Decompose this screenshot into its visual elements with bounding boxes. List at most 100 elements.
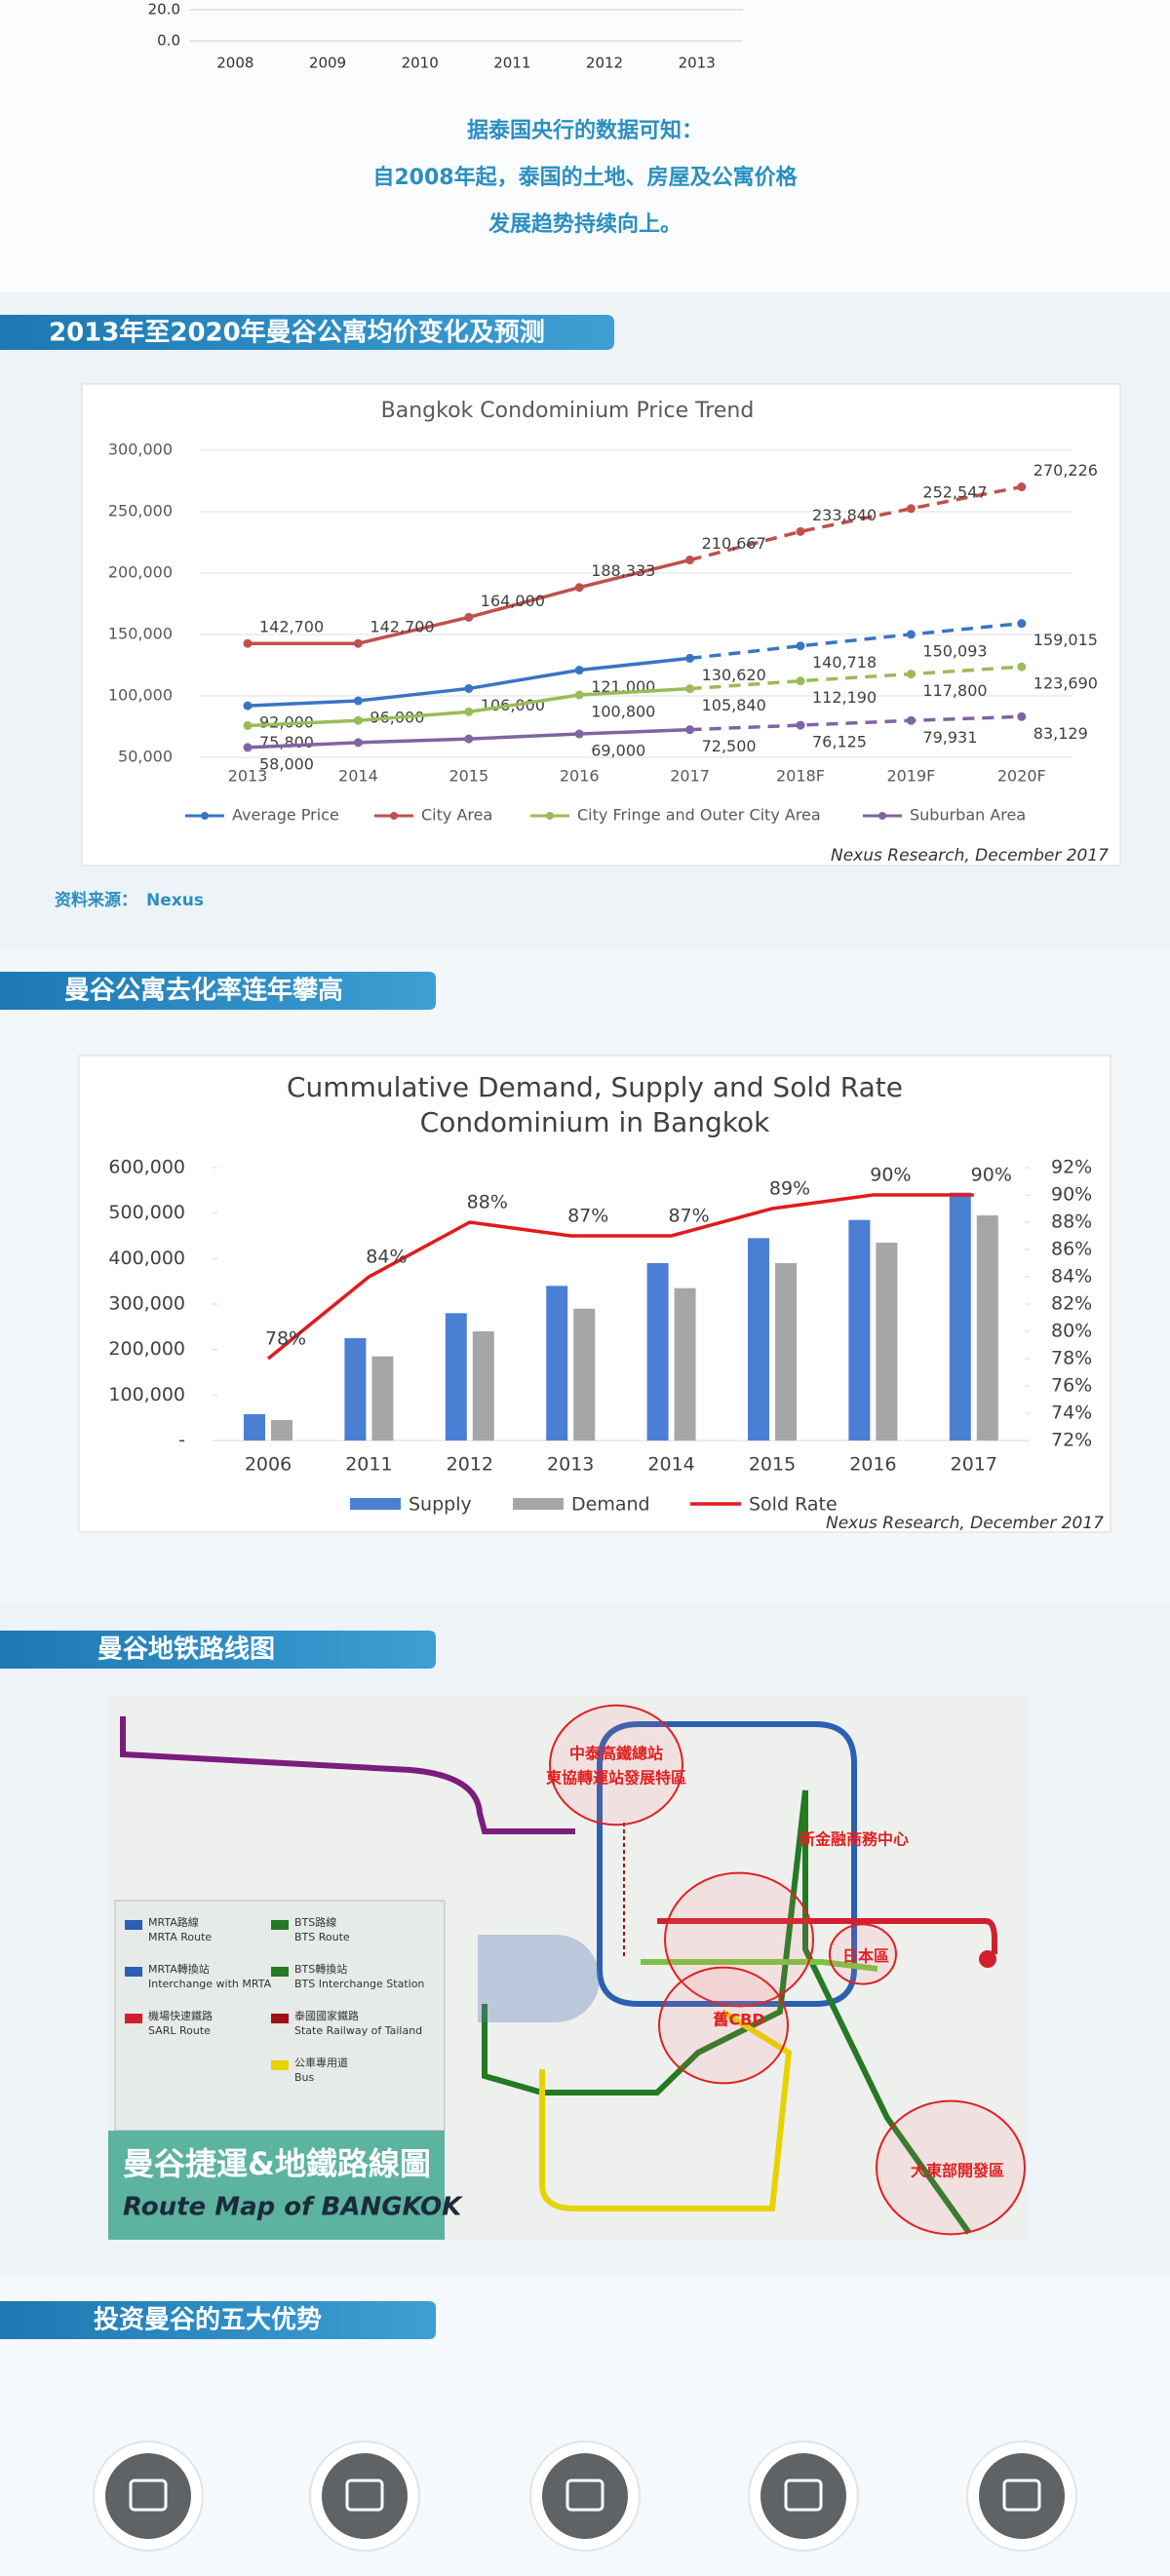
y2-tick-label: 88% [1051,1211,1092,1233]
point [353,715,363,725]
value-label: 90% [870,1165,911,1186]
value-label: 188,333 [591,561,655,580]
point [796,720,805,730]
x-tick-label: 2010 [402,55,439,72]
value-label: 123,690 [1034,674,1098,693]
advantage-icons [93,2441,1077,2552]
bar [775,1263,797,1441]
point [464,734,474,744]
legend-marker [390,812,398,820]
legend-label: BTS Route [294,1931,350,1943]
y2-tick-label: 76% [1051,1375,1092,1397]
value-label: 72,500 [702,737,757,755]
bar [472,1331,494,1441]
y-tick-label: 400,000 [108,1248,185,1269]
zone-circle [658,1966,789,2085]
y-tick-label: 50,000 [118,748,173,766]
icon-glyph [1002,2479,1041,2512]
mrt-purple-line [120,1716,575,1834]
value-label: 117,800 [922,681,987,700]
legend-label: Bus [294,2071,315,2084]
x-tick-label: 2012 [586,55,623,72]
section-header: 曼谷公寓去化率连年攀高 [64,976,343,1006]
y2-tick-label: 80% [1051,1321,1092,1342]
zone-circle [876,2099,1026,2236]
x-tick-label: 2008 [216,55,254,72]
legend-label: 機場快速鐵路 [148,2009,213,2022]
value-label: 270,226 [1034,461,1098,480]
y2-tick-label: 78% [1051,1348,1092,1369]
section-header: 曼谷地铁路线图 [98,1634,275,1665]
value-label: 112,190 [812,688,877,707]
legend-label: Suburban Area [910,806,1026,825]
value-label: 142,700 [370,618,434,636]
x-tick-label: 2012 [447,1454,493,1476]
bus-line [539,2009,793,2211]
y-tick-label: 20.0 [148,1,180,19]
map-zones: MRTA路線 MRTA Route BTS路線 BTS Route MRTA轉換站 Int… [125,1704,1026,2236]
section-header-bar [0,315,614,350]
value-label: 79,931 [922,728,977,747]
legend-label: Supply [409,1494,472,1516]
sarl-line [657,1918,997,1954]
point [464,707,474,716]
bar [976,1215,998,1441]
legend-label: Interchange with MRTA [148,1978,272,1990]
airport-station [979,1950,996,1968]
legend-swatch [271,2060,289,2070]
zone-label: 東協轉運站發展特區 [546,1769,686,1788]
legend-swatch [271,2014,289,2023]
y-tick-label: 100,000 [108,686,173,705]
value-label: 210,667 [702,534,766,553]
legend-label: State Railway of Tailand [294,2024,422,2037]
chart-frame [81,383,1121,866]
legend-label: MRTA轉換站 [148,1962,210,1976]
zone-circle [829,1923,897,1985]
value-label: 90% [971,1165,1012,1186]
point [1017,619,1027,629]
bar [646,1263,669,1441]
x-tick-label: 2019F [886,767,935,786]
section-header-bar [0,2301,436,2339]
point [574,729,584,739]
legend-marker [201,812,209,820]
icon-disc [542,2453,628,2539]
source-value: Nexus [146,891,204,910]
y-tick-label: 300,000 [108,1293,185,1315]
value-label: 100,800 [591,702,655,720]
zone-label: 中泰高鐵總站 [569,1745,663,1763]
icon-disc [322,2453,408,2539]
zone-label: 舊CBD [713,2011,764,2029]
x-tick-label: 2013 [228,767,268,786]
point [1017,711,1027,721]
point [243,743,253,752]
icon-disc [760,2453,846,2539]
section-header-bar [0,1631,436,1669]
x-tick-label: 2016 [849,1454,896,1476]
y2-tick-label: 86% [1051,1239,1092,1260]
section-header: 2013年至2020年曼谷公寓均价变化及预测 [49,318,545,348]
point [464,612,474,622]
x-tick-label: 2014 [647,1454,694,1476]
value-label: 140,718 [812,653,877,672]
legend-label: City Area [421,806,492,825]
chart-note: Nexus Research, December 2017 [831,846,1109,865]
value-label: 252,547 [922,482,987,501]
point [906,670,916,679]
point [353,638,363,648]
value-label: 87% [668,1206,709,1227]
bar [344,1338,367,1441]
y2-tick-label: 72% [1051,1430,1092,1451]
bar [949,1192,971,1441]
point [574,666,584,675]
series-line [247,621,1022,708]
value-label: 78% [265,1328,306,1350]
zone-label: 新金融商務中心 [800,1830,909,1849]
legend-marker [546,812,554,820]
value-label: 89% [769,1178,810,1200]
x-tick-label: 2006 [245,1454,292,1476]
y-tick-label: 200,000 [108,1338,185,1360]
legend-label: Average Price [232,806,339,825]
